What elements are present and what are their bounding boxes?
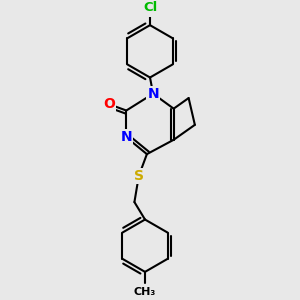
- Text: S: S: [134, 169, 144, 183]
- Text: Cl: Cl: [143, 1, 157, 14]
- Text: O: O: [103, 97, 115, 111]
- Text: N: N: [121, 130, 132, 144]
- Text: N: N: [147, 87, 159, 101]
- Text: CH₃: CH₃: [134, 287, 156, 297]
